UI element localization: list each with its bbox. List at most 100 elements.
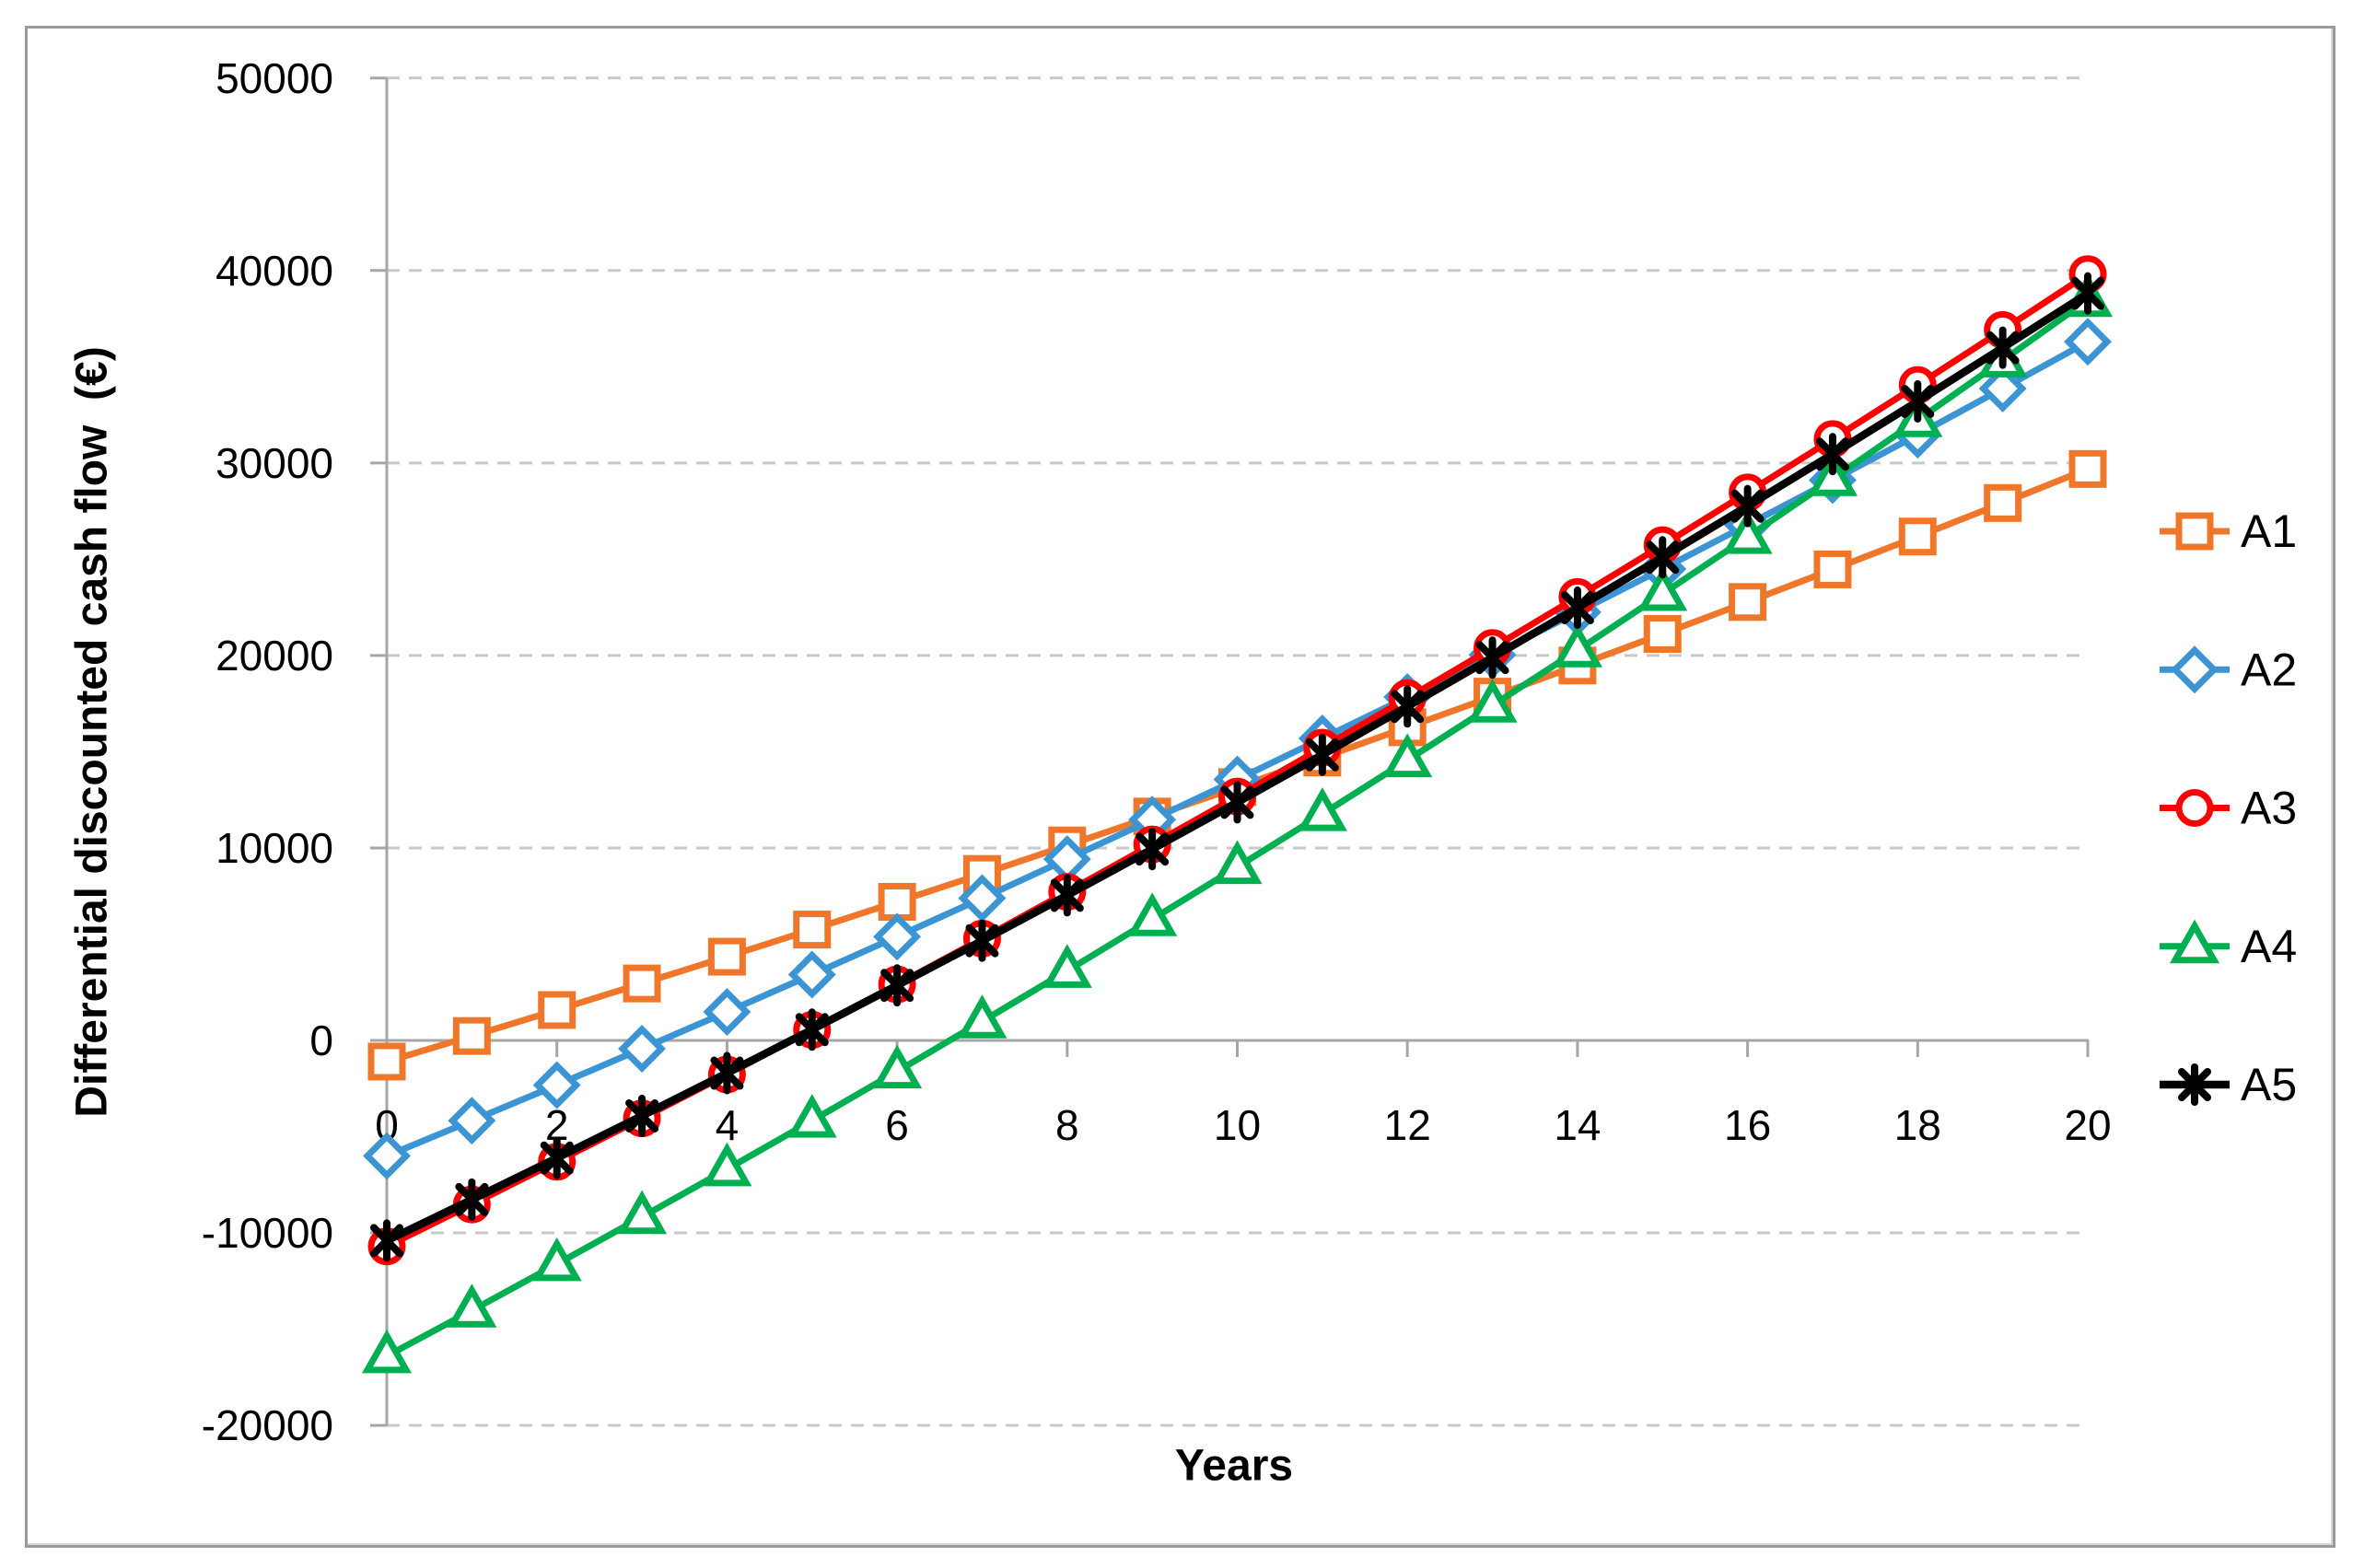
y-tick-label-10000: 10000: [215, 824, 333, 872]
triangle-marker-icon: [1297, 787, 1347, 831]
x-axis-title: Years: [1174, 1441, 1294, 1491]
square-marker-icon: [2068, 449, 2107, 488]
y-tick-label--20000: -20000: [202, 1401, 333, 1449]
square-marker-icon: [2175, 512, 2214, 551]
data-point-A5-year-0: [370, 1219, 403, 1262]
data-point-A4-year-4: [702, 1142, 752, 1187]
y-tick-label-50000: 50000: [215, 54, 333, 102]
diamond-marker-icon: [1978, 364, 2027, 412]
legend-item-A5: A5: [2160, 1059, 2297, 1110]
triangle-marker-icon: [872, 1044, 923, 1089]
data-point-A5-year-12: [1391, 685, 1425, 728]
data-point-A2-year-7: [958, 874, 1007, 923]
triangle-marker-icon: [957, 994, 1008, 1039]
data-point-A4-year-0: [361, 1329, 413, 1374]
x-tick-label-14: 14: [1554, 1101, 1601, 1149]
data-point-A1-year-3: [623, 964, 661, 1003]
x-tick-label-4: 4: [716, 1101, 740, 1149]
data-point-A4-year-17: [1807, 452, 1858, 496]
data-point-A5-year-6: [880, 964, 914, 1007]
data-point-A5-year-4: [710, 1051, 744, 1095]
data-point-A4-year-16: [1722, 510, 1773, 554]
square-marker-icon: [1813, 550, 1852, 588]
legend-marker-A4: [2169, 919, 2220, 964]
data-point-A5-year-10: [1220, 781, 1254, 824]
square-marker-icon: [623, 964, 661, 1003]
data-point-A1-year-1: [452, 1016, 491, 1055]
legend-label-A1: A1: [2241, 505, 2297, 557]
square-marker-icon: [367, 1042, 406, 1081]
data-point-A5-year-20: [2071, 272, 2104, 315]
legend: A1 A2 A3 A4 A5: [2160, 505, 2297, 1110]
x-tick-label-18: 18: [1894, 1101, 1941, 1149]
diamond-marker-icon: [618, 1025, 666, 1073]
legend-item-A3: A3: [2160, 783, 2297, 834]
data-point-A5-year-11: [1305, 733, 1339, 776]
data-point-A5-year-16: [1730, 484, 1765, 528]
data-point-A2-year-5: [787, 950, 836, 999]
data-point-A5-year-14: [1560, 587, 1594, 630]
square-marker-icon: [1984, 483, 2022, 522]
y-tick-label-0: 0: [309, 1016, 333, 1064]
data-point-A4-year-5: [786, 1094, 837, 1138]
data-point-A4-year-9: [1127, 892, 1178, 936]
square-marker-icon: [1898, 517, 1937, 556]
x-tick-label-8: 8: [1055, 1101, 1079, 1149]
square-marker-icon: [538, 991, 577, 1029]
x-tick-label-10: 10: [1214, 1101, 1261, 1149]
legend-item-A4: A4: [2160, 919, 2297, 972]
data-point-A5-year-9: [1136, 828, 1170, 871]
data-point-A4-year-15: [1637, 566, 1688, 611]
data-point-A4-year-6: [872, 1044, 923, 1089]
triangle-marker-icon: [1042, 944, 1092, 988]
data-point-A2-year-1: [448, 1097, 496, 1145]
circle-marker-icon: [2175, 789, 2214, 827]
legend-marker-A3: [2175, 789, 2214, 827]
data-point-A1-year-18: [1898, 517, 1937, 556]
x-tick-label-12: 12: [1384, 1101, 1431, 1149]
data-point-A2-year-19: [1978, 364, 2027, 412]
legend-label-A2: A2: [2241, 644, 2297, 695]
y-tick-label-40000: 40000: [215, 247, 333, 295]
x-tick-label-16: 16: [1724, 1101, 1771, 1149]
triangle-marker-icon: [702, 1142, 752, 1187]
data-point-A4-year-8: [1042, 944, 1092, 988]
square-marker-icon: [707, 937, 746, 976]
square-marker-icon: [1643, 614, 1682, 653]
data-point-A1-year-16: [1729, 583, 1767, 621]
data-point-A4-year-2: [531, 1237, 582, 1282]
data-point-A4-year-1: [447, 1283, 497, 1328]
data-point-A5-year-18: [1901, 379, 1935, 423]
data-point-A1-year-0: [367, 1042, 406, 1081]
data-point-A5-year-8: [1050, 874, 1084, 917]
x-tick-label-20: 20: [2064, 1101, 2111, 1149]
triangle-marker-icon: [1637, 566, 1688, 611]
legend-marker-A5: [2178, 1063, 2211, 1106]
diamond-marker-icon: [873, 912, 922, 961]
diamond-marker-icon: [448, 1097, 496, 1145]
triangle-marker-icon: [1467, 679, 1518, 723]
triangle-marker-icon: [2169, 919, 2220, 964]
diamond-marker-icon: [532, 1061, 581, 1109]
data-point-A2-year-4: [703, 988, 751, 1037]
data-point-A1-year-2: [538, 991, 577, 1029]
data-point-A1-year-20: [2068, 449, 2107, 488]
data-point-A1-year-19: [1984, 483, 2022, 522]
data-point-A2-year-2: [532, 1061, 581, 1109]
triangle-marker-icon: [1807, 452, 1858, 496]
legend-label-A3: A3: [2241, 783, 2297, 834]
data-point-A1-year-4: [707, 937, 746, 976]
legend-item-A1: A1: [2160, 505, 2297, 557]
diamond-marker-icon: [2064, 318, 2112, 366]
data-point-A2-year-3: [618, 1025, 666, 1073]
data-point-A5-year-7: [965, 919, 999, 962]
triangle-marker-icon: [1722, 510, 1773, 554]
data-point-A5-year-3: [625, 1094, 659, 1137]
chart-outer-border: [25, 26, 2336, 1548]
data-point-A4-year-10: [1212, 840, 1263, 885]
y-tick-label--10000: -10000: [202, 1209, 333, 1257]
diamond-marker-icon: [703, 988, 751, 1037]
triangle-marker-icon: [1212, 840, 1263, 885]
